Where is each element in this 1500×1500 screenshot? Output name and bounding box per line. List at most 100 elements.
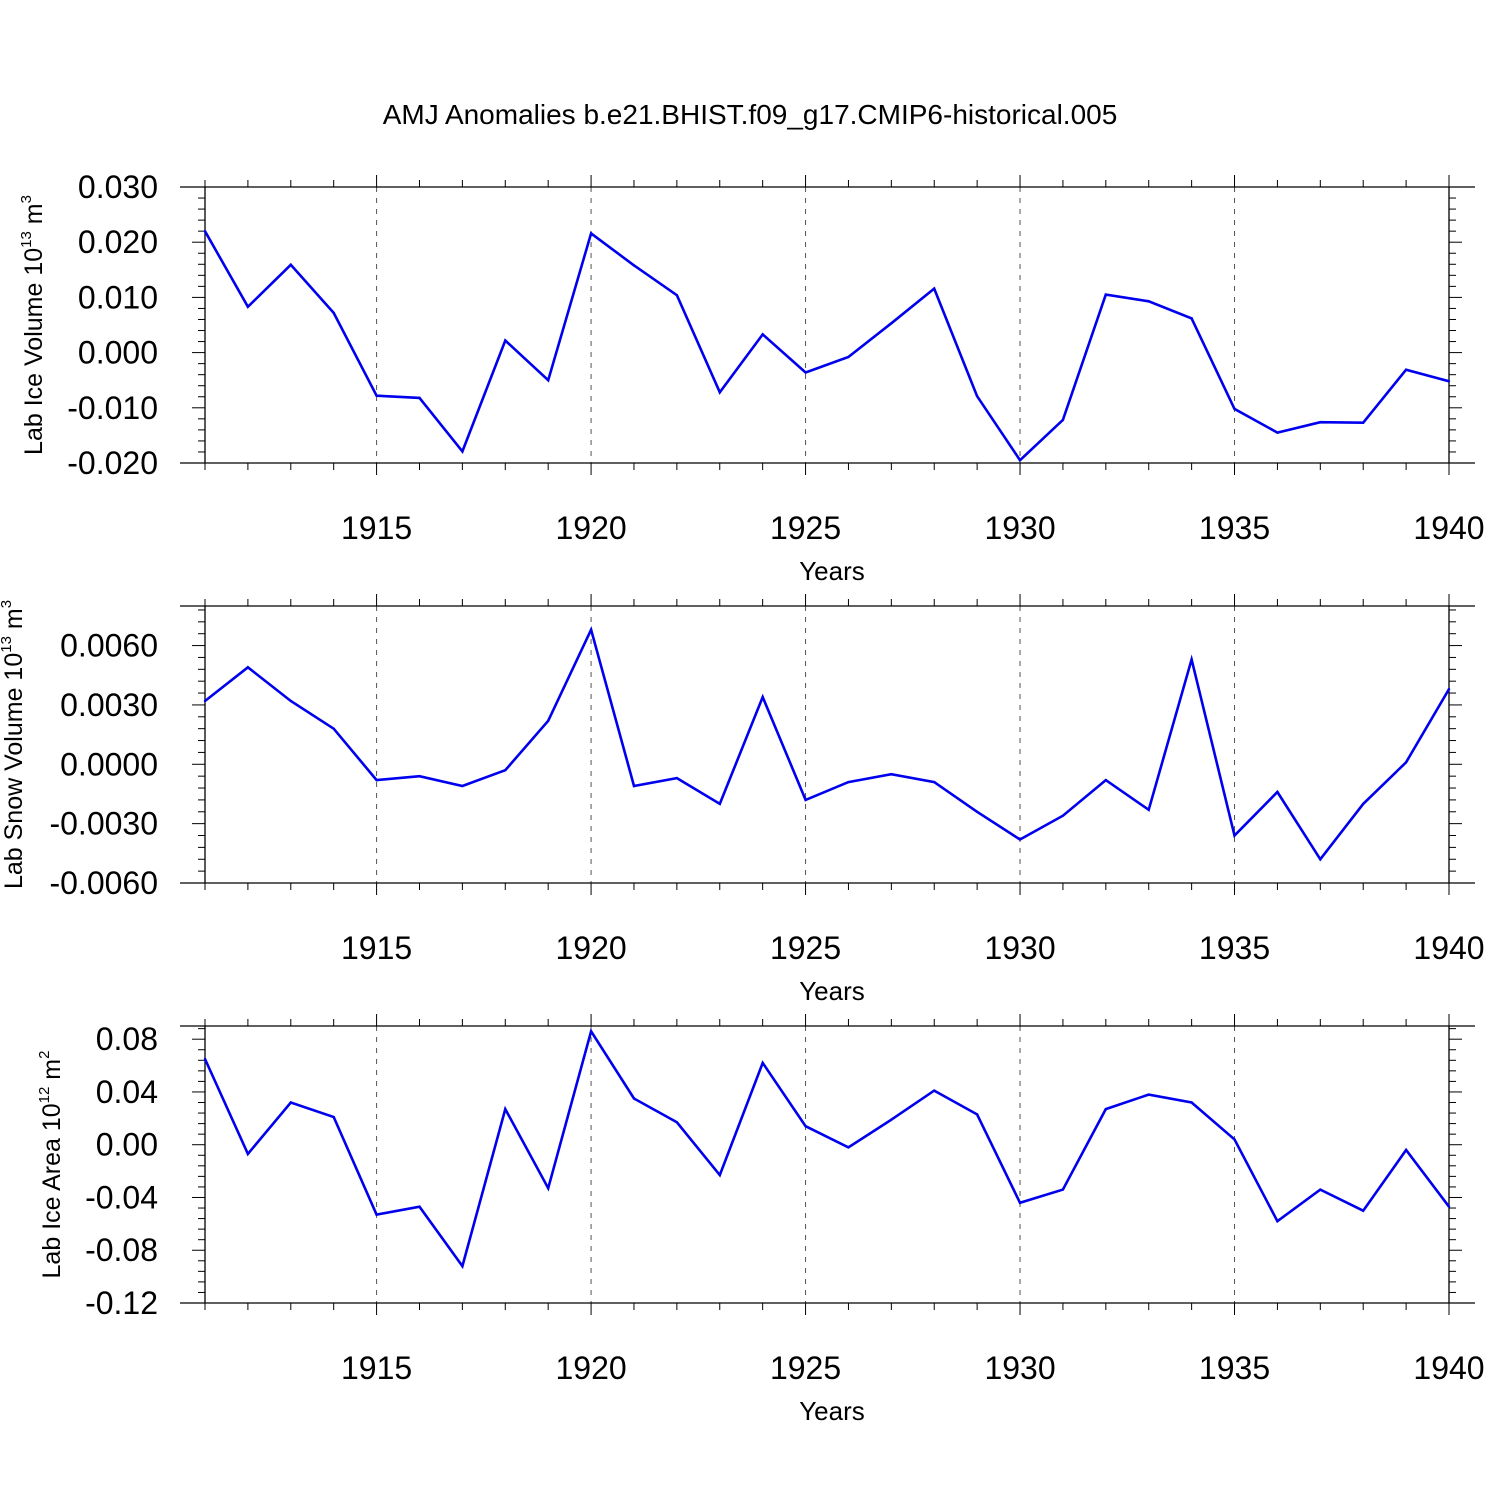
x-tick-label: 1915 bbox=[341, 510, 412, 546]
data-point bbox=[289, 1101, 292, 1104]
y-tick-label: 0.08 bbox=[96, 1021, 158, 1057]
data-point bbox=[718, 802, 721, 806]
data-point bbox=[1319, 858, 1322, 861]
data-point bbox=[1233, 407, 1236, 411]
data-point bbox=[975, 1113, 979, 1116]
panel-3: 0.08 0.04 0.00 -0.04 -0.08 -0.12 1915 1920 1925 1… bbox=[36, 1014, 1485, 1426]
data-point bbox=[203, 229, 207, 233]
data-point bbox=[804, 371, 807, 374]
series-line bbox=[203, 230, 1450, 463]
data-point bbox=[933, 780, 936, 784]
x-tick-label: 1915 bbox=[341, 1350, 412, 1386]
data-point bbox=[632, 784, 636, 788]
y-tick-label: 0.000 bbox=[78, 335, 158, 371]
data-point bbox=[375, 778, 378, 782]
data-point bbox=[1362, 802, 1365, 806]
y-tick-label: 0.04 bbox=[96, 1074, 158, 1110]
data-point bbox=[246, 305, 250, 308]
data-point bbox=[675, 776, 679, 780]
data-point bbox=[804, 1125, 807, 1128]
data-point bbox=[418, 1205, 421, 1208]
data-point bbox=[1276, 431, 1279, 434]
x-tick-label: 1940 bbox=[1413, 510, 1484, 546]
data-point bbox=[246, 666, 250, 669]
x-axis-label: Years bbox=[799, 976, 865, 1006]
x-tick-label: 1925 bbox=[770, 930, 841, 966]
y-tick-label: -0.04 bbox=[85, 1179, 158, 1215]
data-point bbox=[847, 1146, 850, 1149]
data-point bbox=[1276, 1220, 1279, 1223]
data-point bbox=[1018, 838, 1022, 841]
data-point bbox=[504, 339, 507, 342]
x-tick-label: 1935 bbox=[1199, 930, 1270, 966]
data-point bbox=[546, 379, 550, 382]
data-point bbox=[1190, 317, 1193, 320]
data-point bbox=[1447, 1205, 1451, 1208]
data-point bbox=[1362, 421, 1365, 424]
data-point bbox=[461, 784, 464, 788]
data-point bbox=[1190, 1101, 1193, 1104]
panels-container: 0.030 0.020 0.010 0.000 -0.010 -0.020 1915 1920… bbox=[0, 169, 1485, 1426]
x-tick-label: 1930 bbox=[984, 1350, 1055, 1386]
data-point bbox=[461, 450, 464, 453]
data-point bbox=[1147, 1093, 1150, 1096]
x-tick-label: 1930 bbox=[984, 930, 1055, 966]
data-point bbox=[933, 287, 936, 290]
data-point bbox=[375, 394, 378, 397]
data-point bbox=[332, 1115, 335, 1119]
data-point bbox=[632, 1097, 636, 1100]
y-tick-label: 0.0000 bbox=[60, 746, 158, 782]
y-axis-label: Lab Snow Volume 1013 m3 bbox=[0, 600, 28, 889]
y-axis-label: Lab Ice Area 1012 m2 bbox=[36, 1051, 66, 1279]
data-point bbox=[1404, 761, 1408, 764]
y-tick-label: -0.12 bbox=[85, 1285, 158, 1321]
data-point bbox=[332, 727, 335, 730]
data-point bbox=[1276, 790, 1279, 794]
data-point bbox=[675, 293, 679, 297]
y-axis-label: Lab Ice Volume 1013 m3 bbox=[18, 195, 48, 455]
x-tick-label: 1925 bbox=[770, 510, 841, 546]
data-point bbox=[504, 769, 507, 772]
y-tick-label: 0.0030 bbox=[60, 687, 158, 723]
data-point bbox=[203, 699, 207, 703]
data-point bbox=[246, 1152, 250, 1156]
data-point bbox=[1061, 814, 1065, 817]
data-point bbox=[1447, 380, 1451, 383]
data-point bbox=[1104, 1107, 1108, 1111]
data-point bbox=[203, 1057, 207, 1061]
data-point bbox=[1319, 420, 1322, 424]
data-point bbox=[546, 1187, 550, 1190]
x-tick-label: 1925 bbox=[770, 1350, 841, 1386]
data-point bbox=[1447, 687, 1451, 691]
data-point bbox=[418, 396, 421, 400]
y-tick-label: 0.010 bbox=[78, 279, 158, 315]
data-point bbox=[933, 1089, 936, 1092]
data-point bbox=[1319, 1188, 1322, 1191]
data-point bbox=[675, 1121, 679, 1124]
data-point bbox=[890, 1118, 893, 1121]
x-tick-label: 1920 bbox=[555, 1350, 626, 1386]
data-point bbox=[761, 695, 764, 699]
x-tick-label: 1915 bbox=[341, 930, 412, 966]
data-point bbox=[804, 798, 807, 802]
data-point bbox=[589, 1030, 593, 1033]
data-point bbox=[461, 1264, 464, 1268]
data-point bbox=[1104, 293, 1108, 296]
data-point bbox=[1061, 1188, 1065, 1191]
data-point bbox=[332, 311, 335, 315]
data-point bbox=[289, 699, 292, 703]
data-point bbox=[589, 232, 593, 235]
data-point bbox=[589, 628, 593, 631]
data-point bbox=[1190, 658, 1193, 661]
x-tick-label: 1920 bbox=[555, 510, 626, 546]
x-tick-label: 1940 bbox=[1413, 1350, 1484, 1386]
data-point bbox=[504, 1107, 507, 1111]
data-point bbox=[890, 322, 893, 325]
data-point bbox=[1233, 1138, 1236, 1141]
data-point bbox=[718, 1173, 721, 1177]
data-point bbox=[289, 263, 292, 267]
chart-title: AMJ Anomalies b.e21.BHIST.f09_g17.CMIP6-… bbox=[383, 99, 1118, 130]
data-point bbox=[418, 774, 421, 778]
x-tick-label: 1935 bbox=[1199, 510, 1270, 546]
